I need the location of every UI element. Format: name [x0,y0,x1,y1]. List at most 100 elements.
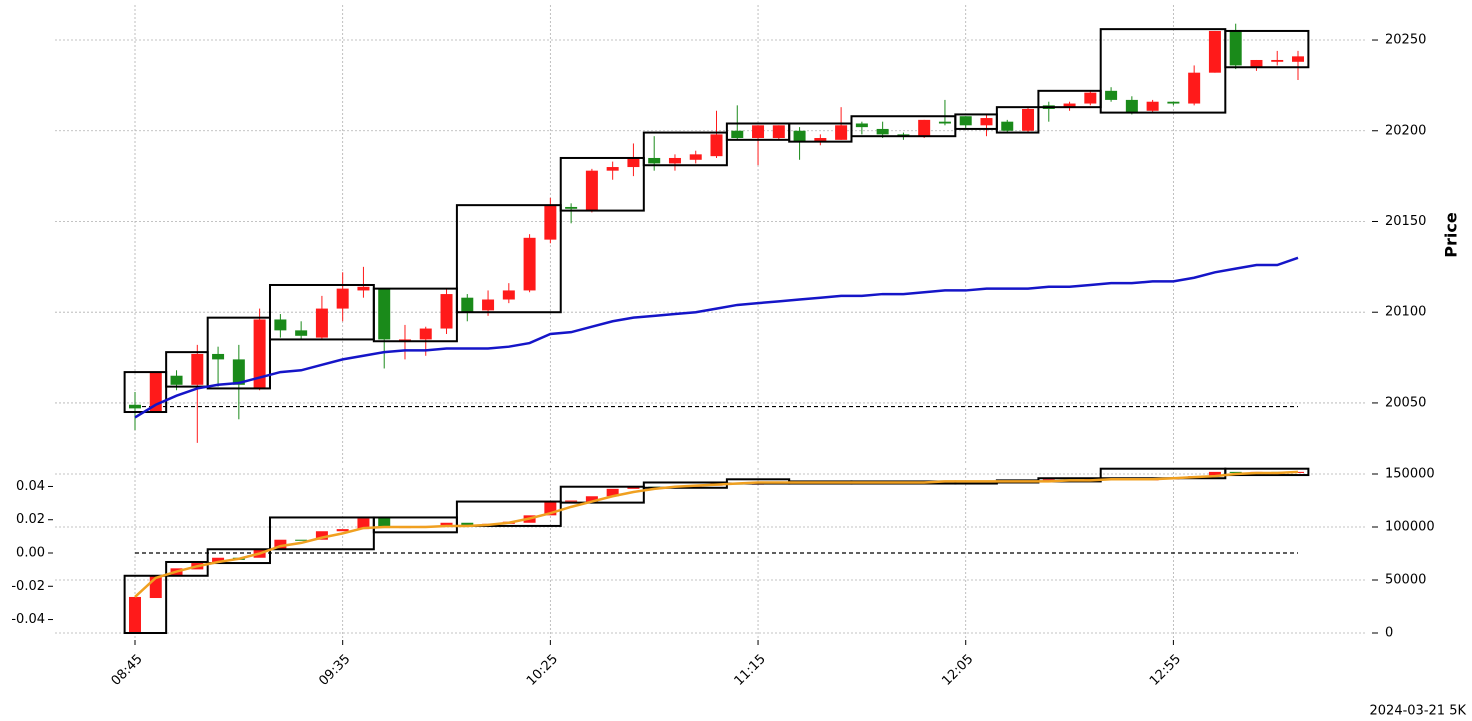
x-tick-label: 12:55 [1147,652,1184,689]
moving-average-line [134,470,1299,598]
x-tick-label: 08:45 [109,652,146,689]
range-box [455,500,562,527]
candle-body [585,170,598,211]
candle-body [149,372,162,413]
candle-body [689,154,702,160]
candle-body [1208,471,1221,477]
candle-body [274,319,287,331]
y2-tick-label: 0 [1385,626,1393,641]
candle-body [191,353,204,385]
candle-body [1105,90,1118,100]
candle-body [378,288,391,340]
range-box [1224,467,1310,477]
candle-body [419,328,432,340]
y-tick-label: 0.00 [16,546,45,561]
candle-body [585,496,598,502]
candle-body [378,517,391,529]
candle-body [772,125,785,139]
candle-body [523,237,536,291]
candle-body [938,121,951,124]
candle-body [212,557,225,564]
candle-body [461,522,474,525]
candle-body [1188,72,1201,104]
range-box [995,106,1040,134]
candle-body [565,500,578,502]
candle-body [1208,30,1221,73]
candle-body [1125,99,1138,113]
range-box [642,131,728,167]
candle-body [336,529,349,532]
candle-body [336,288,349,309]
candle-body [315,531,328,540]
x-tick-label: 09:35 [316,652,353,689]
candle-body [1229,471,1242,473]
candle-body [129,596,141,634]
y-tick-label: 20200 [1385,123,1426,138]
range-box [372,287,458,343]
candle-body [1063,103,1076,108]
y-tick-label: 20100 [1385,305,1426,320]
candle-body [274,539,287,550]
footer: 2024-03-21 5K [1370,704,1467,719]
candle-body [1167,101,1180,104]
candle-body [1146,101,1159,111]
candle-body [793,130,806,142]
candle-body [606,167,619,171]
candle-body [648,157,661,164]
candle-body [876,128,889,135]
candle-body [1084,92,1097,104]
candle-body [918,119,931,137]
candle-body [627,157,640,168]
y2-tick-label: 150000 [1385,466,1435,481]
x-tick-label: 10:25 [524,652,561,689]
range-box [455,204,562,314]
range-box [123,574,168,635]
candle-body [565,206,578,209]
candle-body [606,488,619,497]
candle-body [1250,59,1263,68]
range-box [165,560,209,577]
candle-body [1271,59,1284,62]
candle-body [212,353,225,360]
candle-body [1001,121,1014,131]
candle-body [440,294,453,329]
candle-body [129,404,141,409]
candle-body [752,125,765,139]
candle-body [232,359,245,385]
moving-average-line [134,256,1299,419]
candle-body [1292,56,1304,62]
y-tick-label: 20250 [1385,33,1426,48]
y-tick-label: 20050 [1385,395,1426,410]
candle-body [544,205,557,240]
range-box [1099,28,1227,114]
candle-body [980,118,993,126]
y-tick-label: 0.02 [16,512,45,527]
candle-body [1229,30,1242,66]
y-tick-label: -0.04 [11,612,45,627]
candle-body [814,138,827,142]
candle-body [357,518,370,530]
range-box [559,156,645,212]
candle-body [668,157,681,164]
candle-body [253,319,266,389]
candle-body [295,330,308,336]
y2-tick-label: 100000 [1385,520,1435,535]
x-tick-label: 12:05 [939,652,976,689]
candle-body [627,486,640,489]
candle-body [855,123,868,128]
range-box [1224,29,1310,69]
y-tick-label: 0.04 [16,479,45,494]
y-axis-label: Price [1442,212,1461,258]
candle-body [502,290,515,300]
range-box [206,316,271,390]
range-box [559,485,645,504]
range-box [268,516,375,551]
candle-body [835,125,848,140]
y-tick-label: 20150 [1385,214,1426,229]
candle-body [357,286,370,291]
candle-body [710,134,723,157]
range-box [206,548,271,565]
candle-body [295,539,308,541]
x-tick-label: 11:15 [732,652,769,689]
